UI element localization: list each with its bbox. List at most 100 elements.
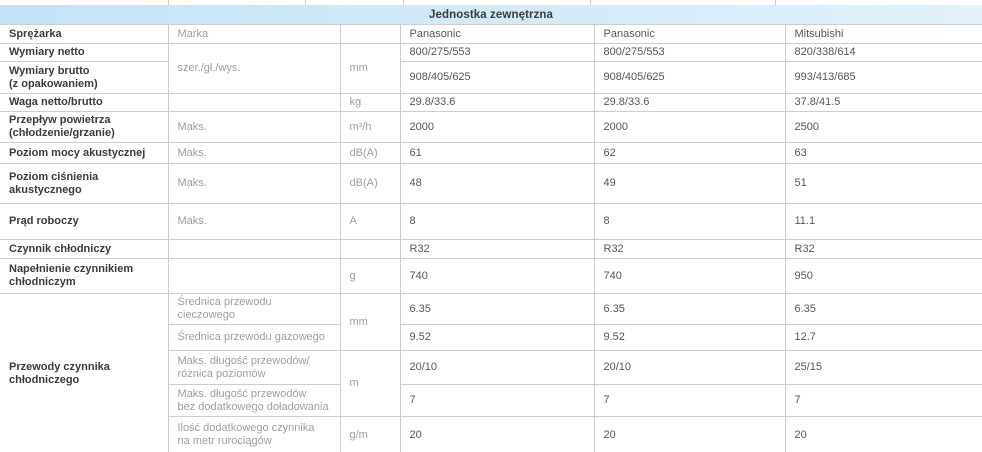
row-sublabel: Maks. długość przewodów/ różnica poziomó… — [168, 350, 341, 385]
row-label: Poziom ciśnienia akustycznego — [0, 163, 169, 204]
table-row: Sprężarka Marka Panasonic Panasonic Mits… — [0, 24, 982, 44]
column-border-stub — [775, 0, 776, 5]
value-cell-2: 49 — [593, 163, 786, 204]
table-row: Poziom mocy akustycznej Maks. dB(A) 61 6… — [0, 142, 982, 164]
column-border-stub — [305, 0, 306, 5]
row-sublabel: Ilość dodatkowego czynnika na metr ruroc… — [168, 416, 341, 452]
row-sublabel — [167, 258, 341, 294]
row-sublabel: Maks. — [167, 111, 341, 143]
value-cell-2: 2000 — [593, 111, 786, 143]
value-cell-3: R32 — [784, 239, 982, 259]
unit-cell: kg — [339, 93, 401, 112]
table-row: Wymiary netto szer./gł./wys. mm 800/275/… — [0, 43, 982, 94]
value-cell-1: 8 — [399, 203, 595, 240]
value-cell-3: 51 — [784, 163, 982, 204]
unit-cell: dB(A) — [339, 142, 401, 164]
value-cell-3: 11.1 — [784, 203, 982, 240]
value-cell-1: R32 — [399, 239, 595, 259]
value-cell-1: 9.52 — [399, 324, 595, 351]
row-label: Przepływ powietrza (chłodzenie/grzanie) — [0, 111, 169, 143]
table-row: Maks. długość przewodów bez dodatkowego … — [0, 384, 982, 417]
table-row: Przepływ powietrza (chłodzenie/grzanie) … — [0, 111, 982, 143]
value-cell-3: 820/338/614 — [784, 43, 982, 62]
value-cell-1: 908/405/625 — [399, 61, 595, 94]
outdoor-unit-spec-table: Jednostka zewnętrzna Sprężarka Marka Pan… — [0, 5, 982, 452]
row-label: Sprężarka — [0, 24, 169, 44]
value-cell-3: 2500 — [784, 111, 982, 143]
value-cell-1: 7 — [399, 384, 595, 417]
value-cell-2: 20/10 — [593, 350, 786, 385]
unit-cell: g — [339, 258, 401, 294]
row-sublabel: Maks. — [167, 203, 341, 240]
row-sublabel — [167, 239, 341, 259]
row-sublabel: Marka — [167, 24, 341, 44]
column-border-stub — [168, 0, 169, 5]
row-label: Wymiary netto — [0, 43, 169, 62]
unit-cell: dB(A) — [339, 163, 401, 204]
value-cell-1: 740 — [399, 258, 595, 294]
value-cell-2: 29.8/33.6 — [593, 93, 786, 112]
value-cell-2: 8 — [593, 203, 786, 240]
row-sublabel — [167, 93, 341, 112]
table-row: Napełnienie czynnikiem chłodniczym g 740… — [0, 258, 982, 294]
value-cell-1: 29.8/33.6 — [399, 93, 595, 112]
row-sublabel: Średnica przewodu gazowego — [168, 324, 341, 351]
unit-cell: A — [339, 203, 401, 240]
row-sublabel: Maks. — [167, 163, 341, 204]
value-cell-3: Mitsubishi — [784, 24, 982, 44]
value-cell-1: 20/10 — [399, 350, 595, 385]
value-cell-3: 25/15 — [784, 350, 982, 385]
value-cell-2: 62 — [593, 142, 786, 164]
value-cell-1: 20 — [399, 416, 595, 452]
row-label: Prąd roboczy — [0, 203, 169, 240]
value-cell-3: 63 — [784, 142, 982, 164]
table-row: Czynnik chłodniczy R32 R32 R32 — [0, 239, 982, 259]
value-cell-3: 993/413/685 — [784, 61, 982, 94]
value-cell-3: 37.8/41.5 — [784, 93, 982, 112]
column-border-stub — [403, 0, 404, 5]
value-cell-2: 740 — [593, 258, 786, 294]
table-row: Waga netto/brutto kg 29.8/33.6 29.8/33.6… — [0, 93, 982, 112]
value-cell-2: 7 — [593, 384, 786, 417]
row-label: Napełnienie czynnikiem chłodniczym — [0, 258, 169, 294]
unit-cell: mm — [339, 43, 401, 94]
table-row: Przewody czynnika chłodniczego Średnica … — [0, 293, 982, 452]
table-row: Poziom ciśnienia akustycznego Maks. dB(A… — [0, 163, 982, 204]
value-cell-1: 61 — [399, 142, 595, 164]
table-row: Wymiary brutto (z opakowaniem) 908/405/6… — [0, 61, 982, 94]
value-cell-3: 6.35 — [784, 293, 982, 325]
row-label: Poziom mocy akustycznej — [0, 142, 169, 164]
row-sublabel: Maks. — [167, 142, 341, 164]
row-sublabel: Maks. długość przewodów bez dodatkowego … — [168, 384, 341, 417]
row-sublabel: Średnica przewodu cieczowego — [167, 293, 341, 325]
value-cell-2: 20 — [593, 416, 786, 452]
row-sublabel: szer./gł./wys. — [167, 43, 341, 94]
unit-cell: g/m — [339, 416, 401, 452]
value-cell-1: 48 — [399, 163, 595, 204]
row-label: Wymiary brutto (z opakowaniem) — [0, 61, 169, 94]
top-partial-row — [0, 0, 982, 5]
value-cell-2: Panasonic — [593, 24, 786, 44]
value-cell-2: 6.35 — [593, 293, 786, 325]
value-cell-2: 908/405/625 — [593, 61, 786, 94]
column-border-stub — [590, 0, 591, 5]
value-cell-3: 7 — [784, 384, 982, 417]
value-cell-3: 950 — [784, 258, 982, 294]
unit-cell — [339, 239, 401, 259]
table-row: Średnica przewodu gazowego 9.52 9.52 12.… — [0, 324, 982, 351]
value-cell-1: 6.35 — [399, 293, 595, 325]
value-cell-1: 2000 — [399, 111, 595, 143]
unit-cell: m³/h — [339, 111, 401, 143]
value-cell-2: 9.52 — [593, 324, 786, 351]
table-row: Ilość dodatkowego czynnika na metr ruroc… — [0, 416, 982, 452]
value-cell-3: 20 — [784, 416, 982, 452]
value-cell-2: R32 — [593, 239, 786, 259]
table-row: Prąd roboczy Maks. A 8 8 11.1 — [0, 203, 982, 240]
value-cell-3: 12.7 — [784, 324, 982, 351]
value-cell-2: 800/275/553 — [593, 43, 786, 62]
value-cell-1: Panasonic — [399, 24, 595, 44]
row-label: Waga netto/brutto — [0, 93, 169, 112]
row-label: Przewody czynnika chłodniczego — [0, 293, 169, 452]
unit-cell — [339, 24, 401, 44]
